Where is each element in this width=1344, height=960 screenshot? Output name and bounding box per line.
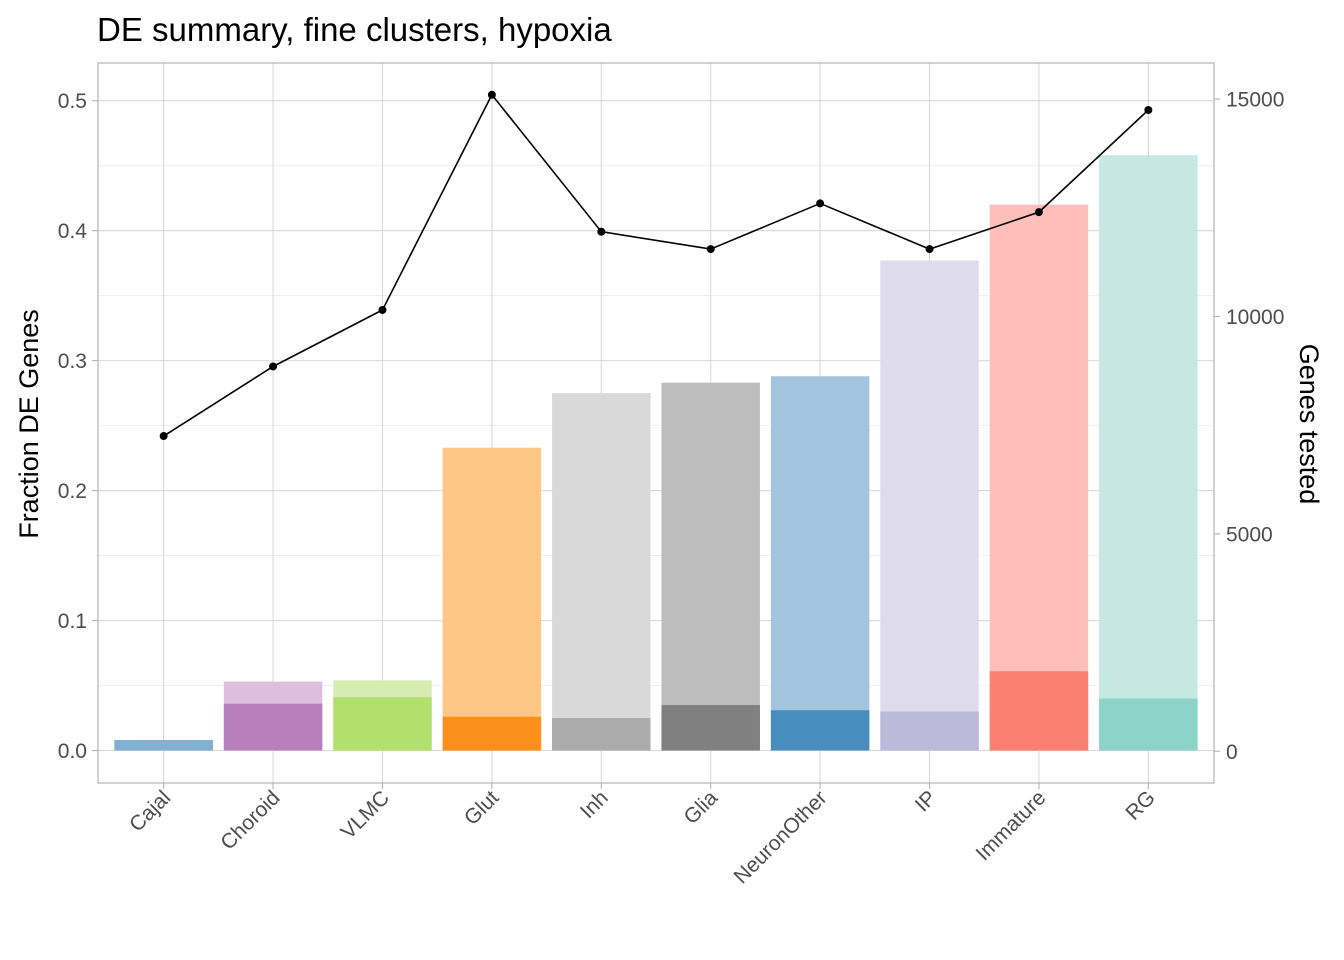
y-tick-label: 0.3 (58, 350, 87, 373)
bar-total-inh (552, 393, 651, 751)
x-tick-label: Inh (576, 786, 613, 823)
bar-fraction-vlmc (333, 697, 432, 751)
panel-border (97, 62, 1215, 784)
bar-total-ip (880, 260, 979, 751)
y-tick-label: 0.1 (58, 610, 87, 633)
genes-tested-point-neuronother (816, 199, 825, 208)
bar-fraction-neuronother (770, 710, 870, 751)
y-tick-label: 0.4 (58, 220, 88, 243)
genes-tested-point-rg (1144, 105, 1153, 114)
x-tick-label: Glia (680, 786, 723, 829)
line-layer (159, 90, 1153, 441)
bar-total-neuronother (770, 376, 870, 751)
y2-tick-label: 10000 (1226, 306, 1284, 329)
bar-fraction-glut (442, 716, 542, 751)
x-tick-label: Glut (460, 786, 504, 830)
y2-tick-label: 0 (1226, 741, 1238, 764)
y2-tick-label: 5000 (1226, 523, 1273, 546)
x-tick-label: Immature (972, 786, 1051, 865)
x-tick-label: RG (1121, 786, 1160, 825)
x-tick-label: VLMC (336, 786, 394, 844)
x-tick-label: IP (911, 786, 941, 816)
genes-tested-point-glut (487, 90, 496, 99)
bar-total-immature (989, 204, 1089, 751)
genes-tested-point-inh (597, 227, 606, 236)
y2-tick-label: 15000 (1226, 89, 1284, 112)
bar-fraction-glia (661, 705, 760, 751)
bar-total-glut (442, 447, 542, 751)
genes-tested-point-choroid (269, 362, 278, 371)
bar-total-rg (1099, 155, 1198, 751)
bar-fraction-inh (552, 718, 651, 751)
y-tick-label: 0.2 (58, 480, 87, 503)
x-tick-label: Cajal (125, 786, 175, 836)
bar-fraction-cajal (114, 740, 213, 751)
chart-title: DE summary, fine clusters, hypoxia (97, 11, 612, 48)
bar-fraction-rg (1099, 698, 1198, 751)
y2-axis-title: Genes tested (1294, 344, 1324, 505)
bar-fraction-immature (989, 671, 1089, 751)
genes-tested-point-immature (1034, 208, 1043, 217)
genes-tested-point-vlmc (378, 305, 387, 314)
y-tick-label: 0.0 (58, 740, 87, 763)
genes-tested-line (163, 93, 1149, 437)
bar-fraction-choroid (223, 703, 323, 751)
bar-layer (114, 155, 1198, 751)
x-tick-label: NeuronOther (730, 786, 832, 888)
genes-tested-point-ip (925, 245, 934, 254)
bar-total-glia (661, 382, 760, 751)
genes-tested-point-cajal (159, 432, 168, 441)
x-tick-label: Choroid (216, 786, 284, 854)
genes-tested-point-glia (706, 245, 715, 254)
bar-fraction-ip (880, 711, 979, 751)
y-tick-label: 0.5 (58, 90, 87, 113)
y-axis-title: Fraction DE Genes (14, 309, 44, 539)
